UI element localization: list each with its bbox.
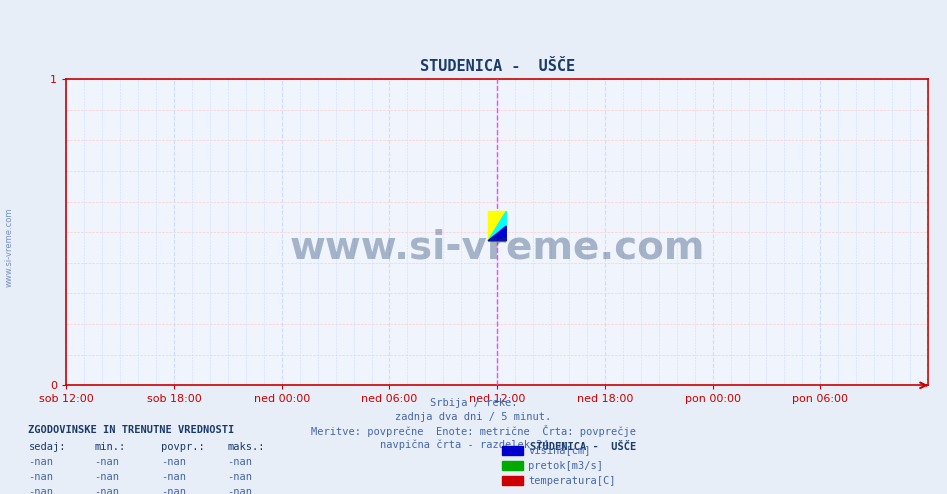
Text: -nan: -nan [28,472,53,482]
Text: -nan: -nan [227,472,252,482]
Text: -nan: -nan [161,487,186,494]
Text: navpična črta - razdelek 24 ur: navpična črta - razdelek 24 ur [380,439,567,450]
Text: -nan: -nan [28,487,53,494]
Text: -nan: -nan [227,457,252,467]
Text: -nan: -nan [227,487,252,494]
Text: www.si-vreme.com: www.si-vreme.com [5,207,14,287]
Text: -nan: -nan [95,472,119,482]
Text: -nan: -nan [28,457,53,467]
Text: pretok[m3/s]: pretok[m3/s] [528,461,603,471]
Text: -nan: -nan [161,472,186,482]
Text: www.si-vreme.com: www.si-vreme.com [290,229,705,266]
Text: povpr.:: povpr.: [161,442,205,452]
Polygon shape [488,211,507,241]
Text: temperatura[C]: temperatura[C] [528,476,616,486]
Text: -nan: -nan [95,487,119,494]
Text: višina[cm]: višina[cm] [528,446,591,456]
Text: STUDENICA -  UŠČE: STUDENICA - UŠČE [530,442,636,452]
Text: Meritve: povprečne  Enote: metrične  Črta: povprečje: Meritve: povprečne Enote: metrične Črta:… [311,425,636,437]
Text: maks.:: maks.: [227,442,265,452]
Text: min.:: min.: [95,442,126,452]
Text: Srbija / reke.: Srbija / reke. [430,398,517,408]
Bar [488,211,507,241]
Text: sedaj:: sedaj: [28,442,66,452]
Title: STUDENICA -  UŠČE: STUDENICA - UŠČE [420,59,575,74]
Text: -nan: -nan [161,457,186,467]
Text: ZGODOVINSKE IN TRENUTNE VREDNOSTI: ZGODOVINSKE IN TRENUTNE VREDNOSTI [28,425,235,435]
Text: zadnja dva dni / 5 minut.: zadnja dva dni / 5 minut. [396,412,551,421]
Text: -nan: -nan [95,457,119,467]
Polygon shape [488,226,507,241]
